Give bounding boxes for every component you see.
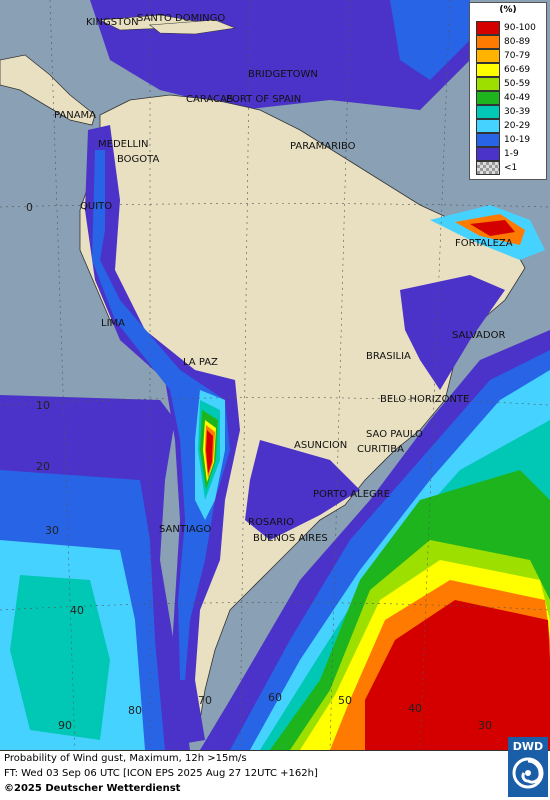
- andes-blue-band: [92, 150, 230, 680]
- legend-label: 20-29: [504, 121, 531, 131]
- forecast-time: FT: Wed 03 Sep 06 UTC [ICON EPS 2025 Aug…: [4, 768, 318, 779]
- legend-swatch: [476, 119, 500, 133]
- city-label-belo-horizonte: BELO HORIZONTE: [380, 394, 469, 405]
- wind-gust-probability-map: KINGSTON SANTO DOMINGO BRIDGETOWN PANAMA…: [0, 0, 550, 750]
- city-label-la-paz: LA PAZ: [183, 357, 218, 368]
- city-label-paramaribo: PARAMARIBO: [290, 141, 356, 152]
- city-label-curitiba: CURITIBA: [357, 444, 404, 455]
- legend-item: <1: [476, 161, 517, 175]
- legend-swatch: [476, 147, 500, 161]
- legend-item: 1-9: [476, 147, 519, 161]
- city-label-bogota: BOGOTA: [117, 154, 160, 165]
- city-label-panama: PANAMA: [54, 110, 96, 121]
- legend-item: 30-39: [476, 105, 530, 119]
- legend-label: 80-89: [504, 37, 531, 47]
- caribbean-blue-field: [390, 0, 470, 80]
- lat-label-0: 0: [26, 201, 33, 214]
- legend-swatch: [476, 161, 500, 175]
- city-label-caracas: CARACAS: [186, 94, 233, 105]
- city-label-bridgetown: BRIDGETOWN: [248, 69, 318, 80]
- city-label-kingston: KINGSTON: [86, 17, 139, 28]
- legend-item: 10-19: [476, 133, 530, 147]
- legend-title: (%): [499, 5, 517, 15]
- legend-label: 40-49: [504, 93, 531, 103]
- legend-swatch: [476, 21, 500, 35]
- city-label-rosario: ROSARIO: [248, 517, 294, 528]
- lat-label-10: 10: [36, 399, 50, 412]
- legend-swatch: [476, 49, 500, 63]
- city-label-buenos-aires: BUENOS AIRES: [253, 533, 328, 544]
- dwd-logo-text: DWD: [512, 740, 544, 753]
- legend-swatch: [476, 35, 500, 49]
- dwd-logo: DWD: [508, 737, 548, 797]
- legend-label: 50-59: [504, 79, 531, 89]
- andes-red-band: [206, 430, 213, 474]
- map-footer: Probability of Wind gust, Maximum, 12h >…: [0, 750, 550, 800]
- legend-label: 70-79: [504, 51, 531, 61]
- pacific-teal-field: [10, 575, 110, 740]
- legend-item: 80-89: [476, 35, 530, 49]
- city-label-brasilia: BRASILIA: [366, 351, 411, 362]
- legend-item: 50-59: [476, 77, 530, 91]
- legend-item: 90-100: [476, 21, 536, 35]
- product-description: Probability of Wind gust, Maximum, 12h >…: [4, 753, 247, 764]
- legend-label: 90-100: [504, 23, 536, 33]
- legend-label: 1-9: [504, 149, 519, 159]
- legend-label: <1: [504, 163, 518, 173]
- swirl-icon: [512, 757, 544, 789]
- lon-label-80: 80: [128, 704, 142, 717]
- city-label-lima: LIMA: [101, 318, 125, 329]
- northeast-inland-violet: [400, 275, 505, 390]
- city-label-santiago: SANTIAGO: [159, 524, 211, 535]
- central-america-land: [0, 54, 96, 126]
- lon-label-50: 50: [338, 694, 352, 707]
- legend-label: 30-39: [504, 107, 531, 117]
- legend-label: 60-69: [504, 65, 531, 75]
- copyright: ©2025 Deutscher Wetterdienst: [4, 783, 181, 794]
- city-label-quito: QUITO: [80, 201, 112, 212]
- city-label-sao-paulo: SAO PAULO: [366, 429, 423, 440]
- legend-swatch: [476, 105, 500, 119]
- lat-label-30: 30: [45, 524, 59, 537]
- legend-swatch: [476, 91, 500, 105]
- legend-item: 40-49: [476, 91, 530, 105]
- caribbean-island-hispaniola: [149, 19, 237, 35]
- atlantic-red-field: [365, 600, 550, 750]
- lon-label-60: 60: [268, 691, 282, 704]
- legend-item: 70-79: [476, 49, 530, 63]
- legend-swatch: [476, 133, 500, 147]
- legend-item: 20-29: [476, 119, 530, 133]
- city-label-santo-domingo: SANTO DOMINGO: [137, 13, 225, 24]
- city-label-fortaleza: FORTALEZA: [455, 238, 513, 249]
- fortaleza-red-field: [470, 220, 515, 236]
- lat-label-20: 20: [36, 460, 50, 473]
- city-label-medellin: MEDELLIN: [98, 139, 149, 150]
- legend-swatch: [476, 63, 500, 77]
- lon-label-70: 70: [198, 694, 212, 707]
- legend-label: 10-19: [504, 135, 531, 145]
- probability-legend: (%) 90-100 80-89 70-79 60-69 50-59 40-49…: [469, 2, 547, 180]
- legend-item: 60-69: [476, 63, 530, 77]
- city-label-asuncion: ASUNCION: [294, 440, 347, 451]
- lon-label-90: 90: [58, 719, 72, 732]
- legend-swatch: [476, 77, 500, 91]
- lat-label-40: 40: [70, 604, 84, 617]
- city-label-porto-alegre: PORTO ALEGRE: [313, 489, 390, 500]
- city-label-salvador: SALVADOR: [452, 330, 505, 341]
- lon-label-30: 30: [478, 719, 492, 732]
- southeast-inland-violet: [245, 440, 360, 540]
- graticule: [0, 0, 550, 750]
- city-label-port-of-spain: PORT OF SPAIN: [226, 94, 301, 105]
- lon-label-40: 40: [408, 702, 422, 715]
- andes-violet-band: [85, 125, 240, 745]
